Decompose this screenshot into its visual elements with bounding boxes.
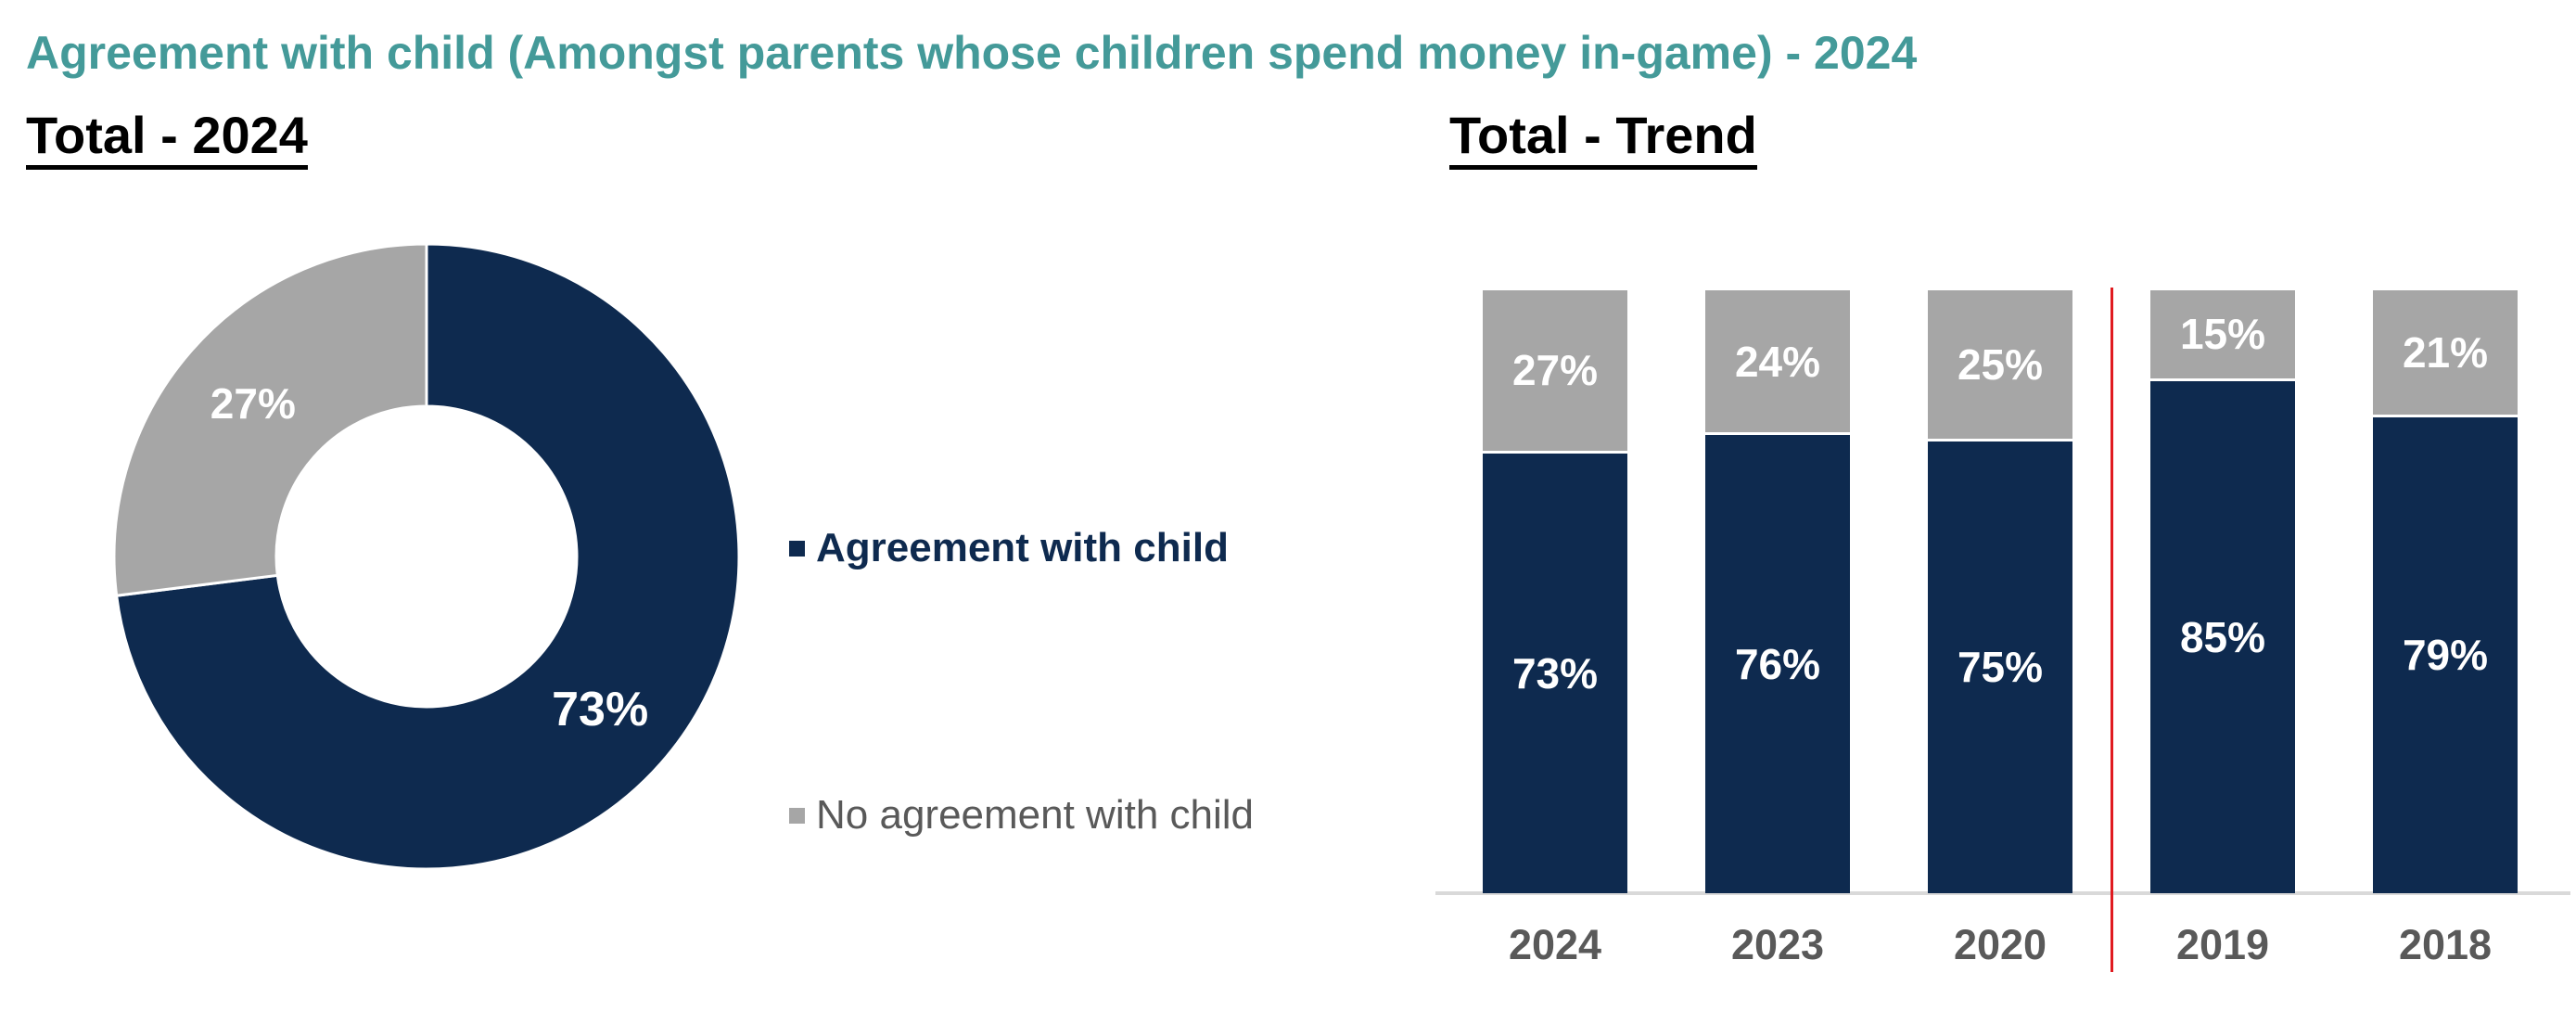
page-title: Agreement with child (Amongst parents wh…: [26, 27, 1918, 79]
bar-value-label: 75%: [1957, 643, 2044, 692]
legend-item-agreement: Agreement with child: [789, 525, 1229, 571]
bar-value-label: 24%: [1734, 337, 1821, 386]
donut-chart: 73% 27%: [107, 237, 746, 877]
category-label-2018: 2018: [2398, 921, 2493, 968]
bar-segment-agreement: 75%: [1928, 441, 2072, 893]
donut-section-heading: Total - 2024: [26, 109, 308, 170]
category-label-2019: 2019: [2175, 921, 2270, 968]
bar-value-label: 25%: [1957, 339, 2044, 389]
bar-value-label: 73%: [1511, 648, 1599, 697]
donut-section-heading-text: Total - 2024: [26, 109, 308, 170]
bar-value-label: 21%: [2402, 327, 2489, 377]
legend-label-agreement: Agreement with child: [816, 525, 1229, 570]
bar-segment-no-agreement: 24%: [1705, 290, 1850, 435]
donut-value-label: 73%: [552, 683, 648, 736]
bar-value-label: 85%: [2179, 612, 2266, 661]
legend-label-no-agreement: No agreement with child: [816, 792, 1255, 838]
bar-segment-agreement: 85%: [2150, 380, 2295, 893]
category-label-2023: 2023: [1730, 921, 1825, 968]
bar-value-label: 79%: [2402, 631, 2489, 680]
red-divider-line: [2110, 288, 2113, 972]
legend-swatch-gray-icon: [789, 807, 805, 824]
stacked-bar-2020: 25% 75%: [1928, 290, 2072, 893]
bar-value-label: 15%: [2179, 310, 2266, 359]
bar-segment-agreement: 79%: [2373, 416, 2518, 893]
trend-section-heading-text: Total - Trend: [1449, 109, 1757, 170]
x-axis-baseline: [1435, 891, 2570, 895]
legend-swatch-navy-icon: [789, 540, 805, 557]
category-label-2020: 2020: [1953, 921, 2047, 968]
bar-segment-agreement: 76%: [1705, 435, 1850, 893]
stacked-bar-2024: 27% 73%: [1483, 290, 1627, 893]
bar-segment-agreement: 73%: [1483, 453, 1627, 893]
trend-section-heading: Total - Trend: [1449, 109, 1757, 170]
bar-value-label: 76%: [1734, 640, 1821, 688]
bar-segment-no-agreement: 25%: [1928, 290, 2072, 442]
stacked-bar-2018: 21% 79%: [2373, 290, 2518, 893]
bar-segment-no-agreement: 15%: [2150, 290, 2295, 381]
donut-slice-agreement: [114, 242, 741, 871]
bar-segment-no-agreement: 21%: [2373, 290, 2518, 417]
donut-slice-no-agreement: [112, 242, 428, 597]
bar-segment-no-agreement: 27%: [1483, 290, 1627, 454]
stacked-bar-2023: 24% 76%: [1705, 290, 1850, 893]
bar-value-label: 27%: [1511, 346, 1599, 395]
stacked-bar-2019: 15% 85%: [2150, 290, 2295, 893]
category-label-2024: 2024: [1508, 921, 1602, 968]
donut-value-label: 27%: [210, 379, 296, 428]
legend-item-no-agreement: No agreement with child: [789, 792, 1254, 838]
